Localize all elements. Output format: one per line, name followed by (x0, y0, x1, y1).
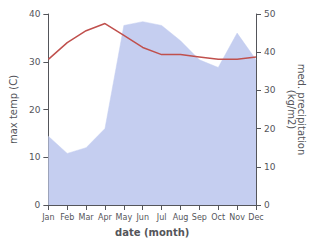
svg-text:Oct: Oct (211, 213, 225, 222)
svg-text:(kg/m2): (kg/m2) (286, 90, 297, 130)
svg-text:40: 40 (29, 9, 41, 19)
svg-text:Mar: Mar (79, 213, 95, 222)
svg-text:Aug: Aug (173, 213, 189, 222)
svg-text:med. precipitation: med. precipitation (295, 63, 307, 156)
svg-text:10: 10 (29, 152, 41, 162)
svg-text:40: 40 (264, 47, 276, 57)
svg-text:Jun: Jun (135, 213, 149, 222)
svg-text:50: 50 (264, 9, 276, 19)
svg-text:Sep: Sep (192, 213, 207, 222)
svg-text:max temp (C): max temp (C) (8, 75, 19, 144)
svg-text:Apr: Apr (98, 213, 113, 222)
svg-text:date (month): date (month) (115, 227, 189, 238)
svg-text:20: 20 (264, 124, 276, 134)
svg-text:30: 30 (264, 85, 276, 95)
svg-text:30: 30 (29, 57, 41, 67)
svg-text:Dec: Dec (248, 213, 263, 222)
svg-text:0: 0 (35, 200, 41, 210)
svg-text:Nov: Nov (229, 213, 245, 222)
svg-text:20: 20 (29, 105, 41, 115)
svg-text:Jul: Jul (156, 213, 167, 222)
svg-text:0: 0 (264, 200, 270, 210)
svg-text:10: 10 (264, 162, 276, 172)
svg-text:Jan: Jan (41, 213, 54, 222)
svg-text:Feb: Feb (60, 213, 74, 222)
svg-text:May: May (116, 213, 133, 222)
